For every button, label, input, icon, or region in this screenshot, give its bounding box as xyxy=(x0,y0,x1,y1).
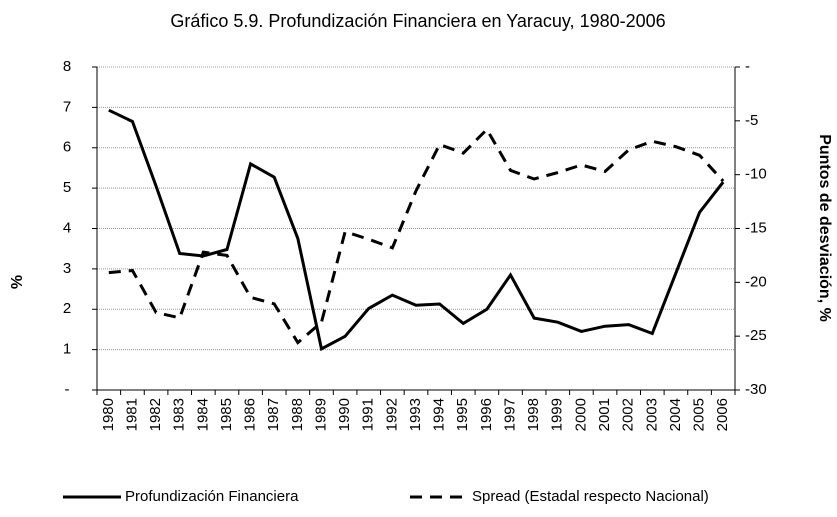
x-tick-label: 1987 xyxy=(265,398,282,431)
x-tick-label: 1997 xyxy=(501,398,518,431)
y-tick-label: 3 xyxy=(63,260,71,277)
x-tick-label: 2003 xyxy=(643,398,660,431)
x-tick-label: 1986 xyxy=(242,398,259,431)
x-tick-label: 2004 xyxy=(667,398,684,431)
series-line xyxy=(108,127,725,345)
y2-tick-label: -25 xyxy=(745,327,767,344)
y-tick-label: 8 xyxy=(63,58,71,75)
y2-tick-label: -5 xyxy=(745,112,758,129)
x-tick-label: 1983 xyxy=(171,398,188,431)
y-tick-label: - xyxy=(65,381,70,398)
x-tick-label: 1994 xyxy=(431,398,448,431)
y-tick-label: 1 xyxy=(63,341,71,358)
x-tick-label: 2006 xyxy=(714,398,731,431)
x-tick-label: 1991 xyxy=(360,398,377,431)
legend-label: Spread (Estadal respecto Nacional) xyxy=(472,488,709,505)
y-tick-label: 4 xyxy=(63,219,71,236)
y-tick-label: 6 xyxy=(63,139,71,156)
y-tick-label: 2 xyxy=(63,300,71,317)
x-tick-label: 1985 xyxy=(218,398,235,431)
legend-label: Profundización Financiera xyxy=(125,488,299,505)
x-tick-label: 1982 xyxy=(147,398,164,431)
x-tick-label: 1999 xyxy=(549,398,566,431)
chart-title: Gráfico 5.9. Profundización Financiera e… xyxy=(170,11,665,31)
x-tick-label: 1995 xyxy=(454,398,471,431)
x-tick-label: 1981 xyxy=(123,398,140,431)
series-line xyxy=(108,108,725,352)
y2-tick-label: - xyxy=(745,58,750,75)
x-tick-label: 1993 xyxy=(407,398,424,431)
y2-tick-label: -30 xyxy=(745,381,767,398)
y-tick-label: 5 xyxy=(63,179,71,196)
x-tick-label: 1992 xyxy=(383,398,400,431)
x-tick-label: 1996 xyxy=(478,398,495,431)
x-tick-label: 2002 xyxy=(620,398,637,431)
y-tick-label: 7 xyxy=(63,98,71,115)
x-tick-label: 2001 xyxy=(596,398,613,431)
x-tick-label: 1988 xyxy=(289,398,306,431)
y2-tick-label: -10 xyxy=(745,166,767,183)
x-tick-label: 1984 xyxy=(194,398,211,431)
y2-axis-title: Puntos de desviación, % xyxy=(816,134,833,322)
x-tick-label: 2000 xyxy=(572,398,589,431)
x-tick-label: 2005 xyxy=(691,398,708,431)
y-axis-title: % xyxy=(9,275,26,289)
x-tick-label: 1989 xyxy=(312,398,329,431)
x-tick-label: 1998 xyxy=(525,398,542,431)
y2-tick-label: -20 xyxy=(745,273,767,290)
y2-tick-label: -15 xyxy=(745,219,767,236)
x-tick-label: 1980 xyxy=(100,398,117,431)
x-tick-label: 1990 xyxy=(336,398,353,431)
